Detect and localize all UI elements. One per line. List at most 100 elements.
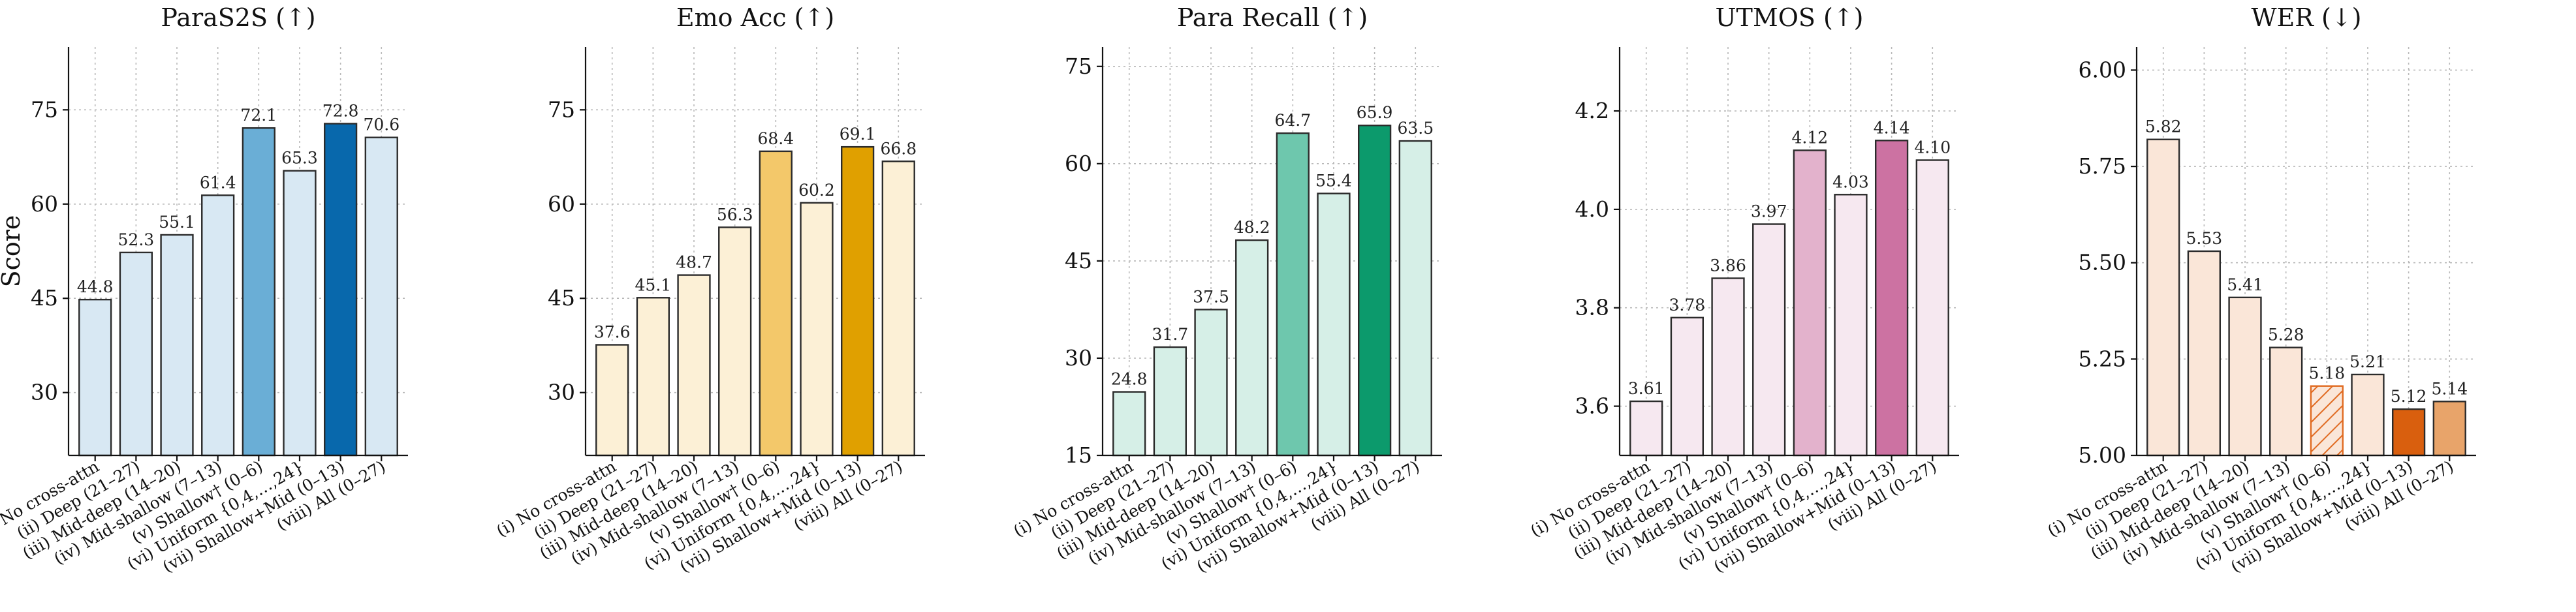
bar — [242, 127, 275, 457]
y-tick-label: 30 — [1065, 345, 1092, 371]
bar-value-label: 65.9 — [1357, 103, 1393, 122]
panel-5: 5.005.255.505.756.005.82(i) No cross-att… — [2044, 3, 2476, 576]
panel-4: 3.63.84.04.23.61(i) No cross-attn3.78(ii… — [1527, 3, 1959, 576]
bar — [2269, 346, 2303, 457]
bar — [201, 194, 235, 457]
y-tick-label: 4.2 — [1575, 98, 1609, 123]
y-tick-label: 45 — [1065, 248, 1092, 273]
bar-value-label: 65.3 — [281, 149, 318, 168]
bar — [1317, 192, 1351, 457]
bar-value-label: 5.82 — [2145, 117, 2182, 136]
bar — [759, 150, 793, 457]
bar-value-label: 3.97 — [1751, 202, 1787, 221]
bar — [636, 297, 670, 457]
bar-value-label: 69.1 — [840, 125, 876, 144]
bar-value-label: 5.53 — [2186, 229, 2223, 248]
bar-value-label: 24.8 — [1111, 370, 1148, 389]
bar-value-label: 45.1 — [635, 275, 672, 294]
panel-title: UTMOS (↑) — [1715, 3, 1863, 32]
y-tick-label: 60 — [1065, 151, 1092, 176]
bar — [1711, 277, 1745, 457]
bar-value-label: 4.12 — [1791, 128, 1828, 147]
bar-value-label: 55.1 — [159, 213, 195, 232]
bar-value-label: 4.03 — [1832, 172, 1869, 191]
y-tick-label: 5.50 — [2079, 250, 2126, 275]
bar — [677, 274, 711, 457]
y-tick-label: 3.8 — [1575, 295, 1609, 320]
bar-value-label: 31.7 — [1152, 325, 1189, 344]
bar-value-label: 48.7 — [676, 253, 712, 272]
bar-value-label: 5.12 — [2391, 387, 2427, 406]
bar-value-label: 3.61 — [1628, 379, 1665, 398]
y-tick-label: 45 — [548, 285, 575, 311]
bar — [283, 170, 317, 457]
bar — [718, 226, 752, 457]
y-tick-label: 60 — [548, 191, 575, 217]
bar — [1235, 239, 1269, 457]
bar-value-label: 72.1 — [240, 106, 277, 125]
y-tick-label: 5.00 — [2079, 442, 2126, 468]
y-tick-label: 75 — [31, 97, 58, 122]
y-tick-label: 30 — [548, 380, 575, 405]
bar — [1398, 140, 1432, 457]
bar-value-label: 4.10 — [1914, 138, 1951, 157]
bar-value-label: 37.5 — [1193, 287, 1229, 306]
bar — [2187, 250, 2222, 457]
y-axis-label: Score — [0, 215, 25, 288]
bar-value-label: 44.8 — [77, 277, 114, 296]
bar-value-label: 68.4 — [757, 129, 794, 148]
bar-value-label: 55.4 — [1315, 172, 1352, 191]
y-tick-label: 5.25 — [2079, 346, 2126, 371]
bar-value-label: 63.5 — [1397, 119, 1434, 138]
bar — [2351, 373, 2385, 457]
bar-value-label: 37.6 — [594, 322, 631, 341]
bar — [119, 251, 153, 457]
bar — [881, 161, 915, 457]
bar-value-label: 5.41 — [2227, 275, 2263, 294]
y-tick-label: 4.0 — [1575, 196, 1609, 222]
bar-value-label: 56.3 — [717, 205, 753, 224]
bar — [1834, 194, 1868, 457]
bar — [1752, 223, 1786, 457]
bar — [2146, 138, 2180, 457]
y-tick-label: 75 — [548, 97, 575, 122]
bar — [1915, 159, 1949, 457]
bar — [2391, 408, 2426, 457]
bar-value-label: 61.4 — [200, 173, 236, 192]
y-tick-label: 15 — [1065, 442, 1092, 468]
bar-value-label: 3.78 — [1669, 296, 1706, 314]
bar-value-label: 64.7 — [1274, 111, 1311, 130]
bar-value-label: 72.8 — [322, 101, 359, 120]
y-tick-label: 3.6 — [1575, 393, 1609, 419]
bar — [2310, 385, 2344, 457]
bar — [800, 202, 834, 457]
y-tick-label: 5.75 — [2079, 153, 2126, 179]
panel-title: Emo Acc (↑) — [676, 3, 834, 32]
bar — [1153, 346, 1187, 457]
bar — [1357, 125, 1392, 457]
bar-value-label: 5.14 — [2431, 379, 2468, 398]
bar-value-label: 66.8 — [880, 139, 917, 158]
y-tick-label: 6.00 — [2079, 57, 2126, 82]
bar — [364, 136, 398, 457]
bar — [1670, 316, 1704, 457]
panel-title: Para Recall (↑) — [1177, 3, 1368, 32]
bar — [78, 298, 112, 457]
bar — [323, 123, 358, 457]
bar — [595, 344, 629, 457]
bar — [2432, 401, 2466, 457]
bar-value-label: 4.14 — [1874, 118, 1910, 137]
y-tick-label: 60 — [31, 191, 58, 217]
bar — [1793, 149, 1827, 457]
panel-title: WER (↓) — [2252, 3, 2362, 32]
bar-value-label: 5.21 — [2349, 352, 2386, 371]
panel-title: ParaS2S (↑) — [161, 3, 315, 32]
y-tick-label: 75 — [1065, 54, 1092, 79]
bar-value-label: 5.28 — [2268, 326, 2304, 344]
bar — [1629, 400, 1663, 457]
